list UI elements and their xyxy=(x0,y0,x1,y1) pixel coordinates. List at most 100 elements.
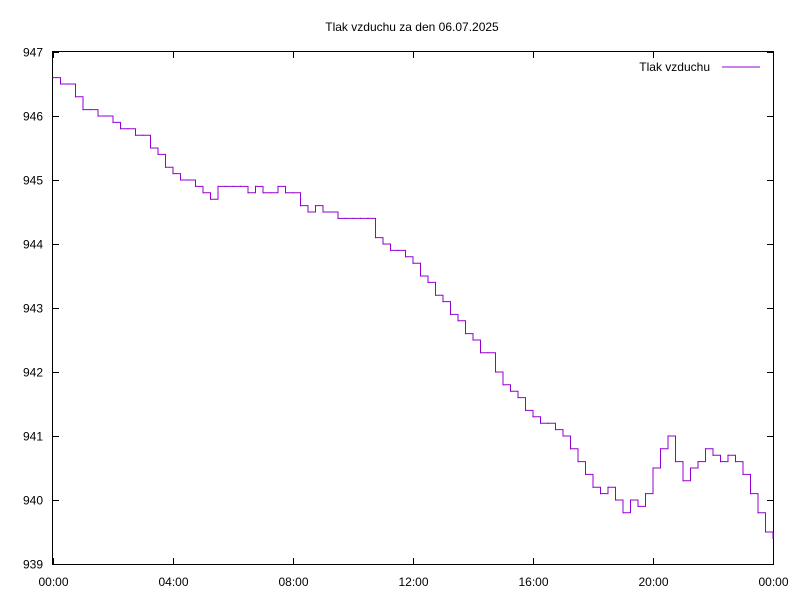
data-point xyxy=(652,467,654,469)
data-point xyxy=(577,461,579,463)
y-tick-label: 939 xyxy=(23,558,43,572)
series-line xyxy=(53,77,774,539)
x-tick-label: 16:00 xyxy=(518,575,548,589)
data-point xyxy=(187,179,189,181)
data-point xyxy=(659,448,662,450)
data-point xyxy=(209,198,212,200)
chart-title: Tlak vzduchu za den 06.07.2025 xyxy=(325,20,499,34)
x-tick-label: 00:00 xyxy=(758,575,788,589)
data-point xyxy=(149,147,152,149)
data-point xyxy=(764,531,767,533)
data-point xyxy=(52,77,54,79)
data-point xyxy=(532,416,534,418)
data-point xyxy=(727,454,729,456)
y-tick-label: 947 xyxy=(23,46,43,60)
data-point xyxy=(82,109,84,111)
data-point xyxy=(307,211,309,213)
y-axis: 939 940 941 942 943 944 945 946 947 xyxy=(23,46,773,572)
data-point xyxy=(352,217,354,219)
data-point xyxy=(682,480,684,482)
data-point xyxy=(547,422,549,424)
data-point xyxy=(644,493,647,495)
data-point xyxy=(164,166,167,168)
data-point xyxy=(254,185,257,187)
x-tick-label: 20:00 xyxy=(638,575,668,589)
data-point xyxy=(322,211,324,213)
data-point xyxy=(97,115,99,117)
data-point xyxy=(704,448,707,450)
data-point xyxy=(449,313,452,315)
x-tick-label: 04:00 xyxy=(158,575,188,589)
data-point xyxy=(584,473,587,475)
data-point xyxy=(202,192,204,194)
data-point xyxy=(89,109,92,111)
data-point xyxy=(232,185,234,187)
x-tick-label: 12:00 xyxy=(398,575,428,589)
data-point xyxy=(359,217,362,219)
data-point xyxy=(599,493,602,495)
x-tick-label: 00:00 xyxy=(38,575,68,589)
data-point xyxy=(329,211,332,213)
data-point xyxy=(434,294,437,296)
legend-label: Tlak vzduchu xyxy=(639,60,710,74)
data-point xyxy=(179,179,182,181)
data-point xyxy=(74,96,77,98)
y-tick-label: 943 xyxy=(23,302,43,316)
series-layer xyxy=(52,77,774,540)
data-point xyxy=(457,320,459,322)
data-point xyxy=(622,512,624,514)
data-point xyxy=(157,153,159,155)
data-point xyxy=(344,217,347,219)
data-point xyxy=(314,205,317,207)
data-point xyxy=(262,192,264,194)
data-point xyxy=(119,128,122,130)
data-point xyxy=(554,429,557,431)
data-point xyxy=(539,422,542,424)
data-point xyxy=(614,499,617,501)
data-point xyxy=(104,115,107,117)
plot-frame xyxy=(52,51,774,565)
data-point xyxy=(442,301,444,303)
data-point xyxy=(292,192,294,194)
data-point xyxy=(697,461,699,463)
data-point xyxy=(772,537,774,540)
data-point xyxy=(412,262,414,264)
data-point xyxy=(509,390,512,392)
data-point xyxy=(502,384,504,386)
data-point xyxy=(217,185,219,187)
data-point xyxy=(224,185,227,187)
data-point xyxy=(667,435,669,437)
data-point xyxy=(397,249,399,251)
data-point xyxy=(749,493,752,495)
data-point xyxy=(374,237,377,239)
data-point xyxy=(712,454,714,456)
data-point xyxy=(479,352,482,354)
data-point xyxy=(472,339,474,341)
data-point xyxy=(757,512,759,514)
data-point xyxy=(239,185,242,187)
y-tick-label: 945 xyxy=(23,174,43,188)
data-point xyxy=(427,281,429,283)
data-point xyxy=(277,185,279,187)
data-point xyxy=(172,173,174,175)
data-point xyxy=(494,371,497,373)
data-point xyxy=(629,499,632,501)
data-point xyxy=(299,205,302,207)
data-point xyxy=(562,435,564,437)
data-point xyxy=(127,128,129,130)
legend: Tlak vzduchu xyxy=(639,60,760,74)
x-tick-label: 08:00 xyxy=(278,575,308,589)
data-point xyxy=(404,256,407,258)
y-tick-label: 940 xyxy=(23,494,43,508)
data-point xyxy=(674,461,677,463)
data-point xyxy=(112,121,114,123)
data-point xyxy=(742,473,744,475)
data-point xyxy=(517,397,519,399)
data-point xyxy=(142,134,144,136)
data-point xyxy=(689,467,692,469)
data-point xyxy=(569,448,572,450)
data-point xyxy=(592,486,594,488)
data-point xyxy=(59,83,62,85)
data-point xyxy=(134,134,137,136)
